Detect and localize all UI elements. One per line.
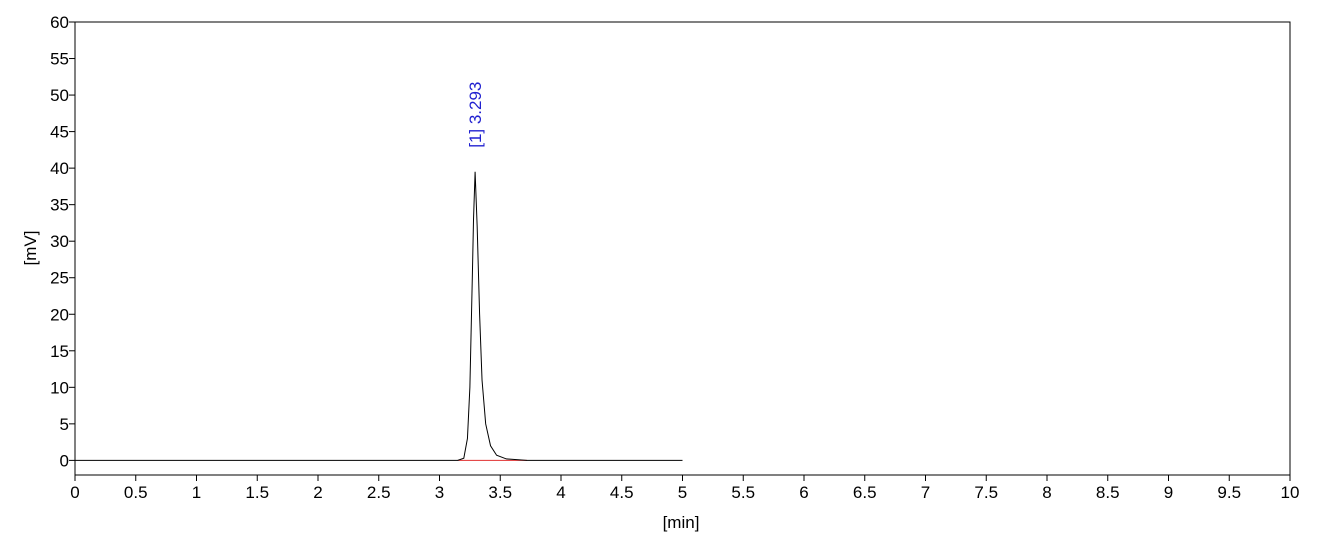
x-tick-label: 3 [435, 483, 444, 502]
x-tick-label: 0.5 [124, 483, 148, 502]
y-tick-label: 40 [50, 159, 69, 178]
x-tick-label: 9.5 [1217, 483, 1241, 502]
y-tick-label: 10 [50, 378, 69, 397]
y-tick-label: 20 [50, 305, 69, 324]
y-tick-label: 50 [50, 86, 69, 105]
x-axis-label: [min] [663, 513, 700, 532]
y-tick-label: 5 [60, 415, 69, 434]
x-tick-label: 7 [921, 483, 930, 502]
x-tick-label: 4 [556, 483, 565, 502]
x-tick-label: 3.5 [488, 483, 512, 502]
y-tick-label: 30 [50, 232, 69, 251]
y-tick-label: 55 [50, 50, 69, 69]
x-tick-label: 1.5 [245, 483, 269, 502]
x-tick-label: 2.5 [367, 483, 391, 502]
peak-label: [1] 3.293 [466, 82, 485, 148]
x-tick-label: 8.5 [1096, 483, 1120, 502]
y-axis-label: [mV] [21, 231, 40, 266]
y-tick-label: 0 [60, 451, 69, 470]
x-tick-label: 2 [313, 483, 322, 502]
y-tick-label: 35 [50, 196, 69, 215]
x-tick-label: 8 [1042, 483, 1051, 502]
plot-frame [74, 21, 1291, 476]
x-tick-label: 4.5 [610, 483, 634, 502]
x-tick-label: 5 [678, 483, 687, 502]
x-tick-label: 5.5 [731, 483, 755, 502]
x-tick-label: 6 [799, 483, 808, 502]
x-tick-label: 9 [1164, 483, 1173, 502]
x-tick-label: 1 [192, 483, 201, 502]
x-tick-label: 6.5 [853, 483, 877, 502]
y-tick-label: 15 [50, 342, 69, 361]
x-tick-label: 7.5 [974, 483, 998, 502]
x-tick-label: 0 [70, 483, 79, 502]
x-tick-label: 10 [1281, 483, 1300, 502]
y-tick-label: 60 [50, 13, 69, 32]
y-tick-label: 25 [50, 269, 69, 288]
y-tick-label: 45 [50, 123, 69, 142]
trace-line [75, 171, 683, 461]
